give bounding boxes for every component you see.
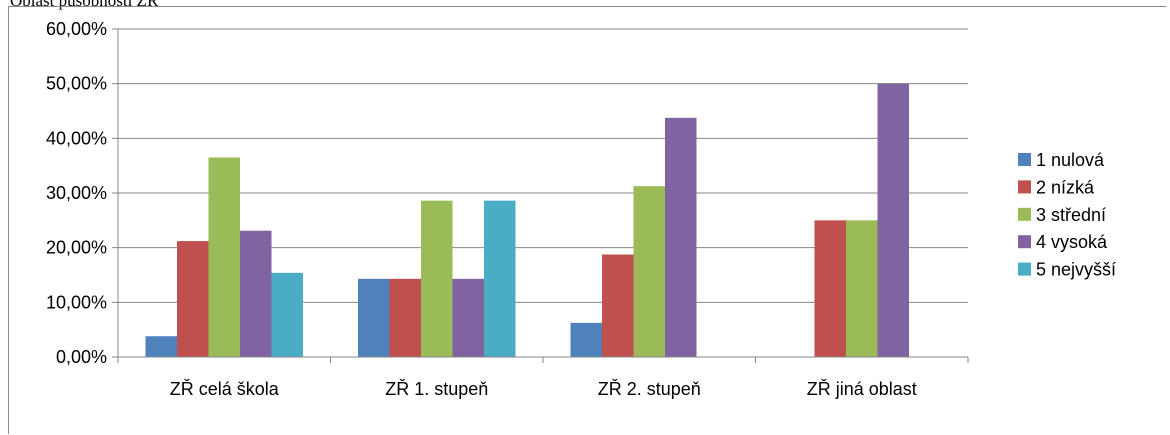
bar — [240, 230, 272, 357]
x-tick-label: ZŘ jiná oblast — [807, 379, 917, 399]
legend-label: 4 vysoká — [1036, 232, 1108, 252]
chart-frame — [8, 6, 1166, 434]
x-tick-label: ZŘ celá škola — [170, 379, 280, 399]
y-tick-label: 60,00% — [46, 19, 107, 39]
axes — [112, 28, 969, 363]
bar — [877, 83, 909, 358]
bar — [145, 336, 177, 357]
bar — [633, 186, 665, 357]
legend-swatch — [1018, 153, 1031, 166]
bar — [570, 322, 602, 357]
y-tick-label: 50,00% — [46, 74, 107, 94]
y-tick-label: 40,00% — [46, 128, 107, 148]
bar — [602, 254, 634, 357]
x-tick-label: ZŘ 2. stupeň — [598, 379, 701, 399]
bar — [846, 220, 878, 357]
legend-swatch — [1018, 262, 1031, 276]
y-tick-labels: 0,00% 10,00% 20,00% 30,00% 40,00% 50,00% 60,00… — [46, 19, 107, 367]
legend-label: 1 nulová — [1036, 150, 1105, 170]
legend-label: 2 nízká — [1036, 177, 1095, 197]
bar — [484, 200, 516, 357]
y-tick-label: 20,00% — [46, 238, 107, 258]
bar — [358, 278, 390, 357]
chart-caption: Oblast působnosti ZŘ — [10, 0, 159, 10]
bar — [665, 117, 697, 357]
bar — [177, 241, 209, 357]
bar — [208, 157, 240, 357]
y-tick-label: 30,00% — [46, 183, 107, 203]
y-tick-label: 0,00% — [56, 347, 107, 367]
bar — [421, 200, 453, 357]
y-tick-label: 10,00% — [46, 292, 107, 312]
legend-label: 5 nejvyšší — [1036, 260, 1116, 280]
legend-swatch — [1018, 180, 1031, 194]
bar — [814, 220, 846, 357]
legend: 1 nulová 2 nízká 3 střední 4 vysoká 5 nejvy… — [1018, 150, 1116, 280]
x-tick-labels: ZŘ celá škola ZŘ 1. stupeň ZŘ 2. stupeň ZŘ … — [170, 379, 917, 399]
x-tick-label: ZŘ 1. stupeň — [385, 379, 488, 399]
legend-label: 3 střední — [1036, 205, 1106, 225]
bars — [145, 83, 909, 358]
bar — [271, 272, 303, 357]
bar — [389, 278, 421, 357]
bar — [452, 278, 484, 357]
legend-swatch — [1018, 207, 1031, 221]
legend-swatch — [1018, 235, 1031, 249]
